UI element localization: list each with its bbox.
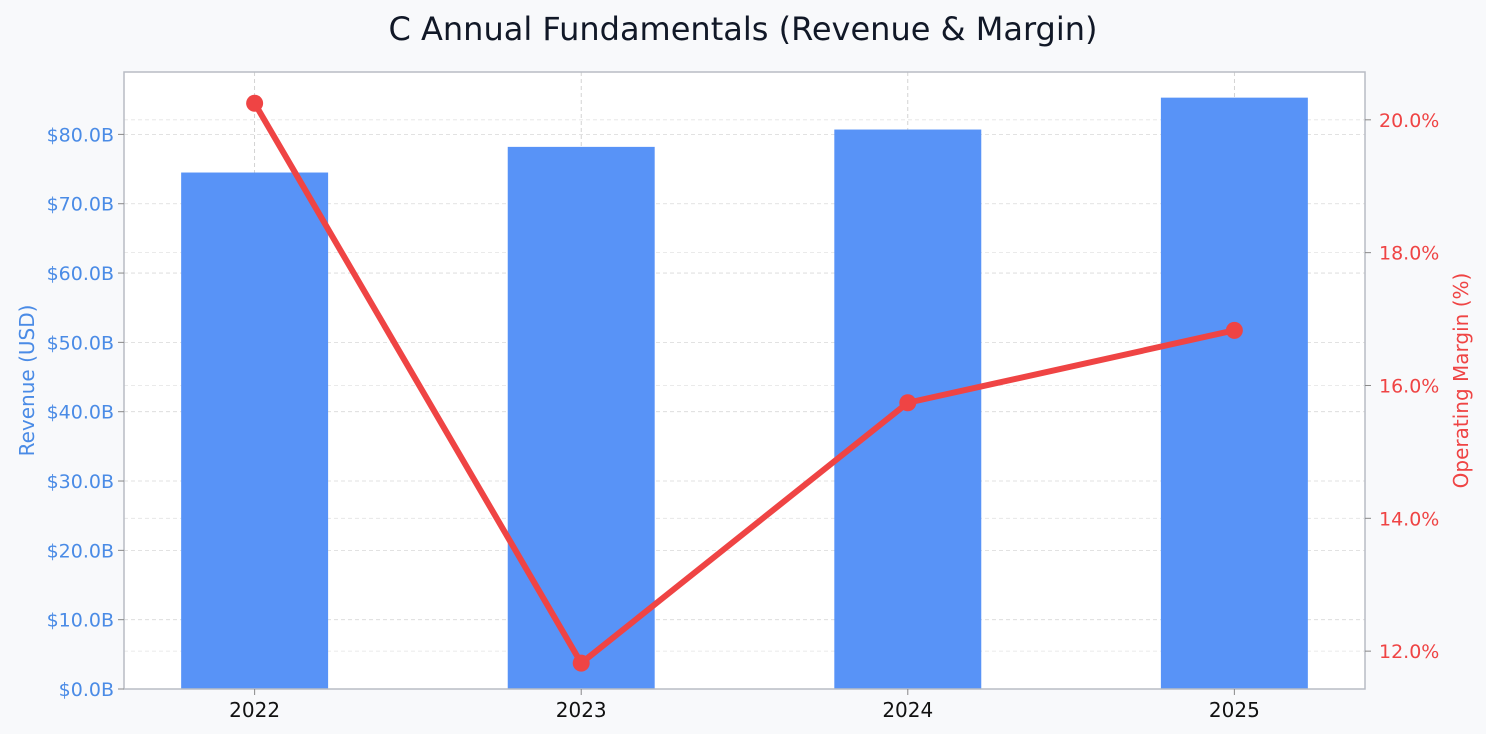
margin-point-2025	[1225, 321, 1243, 339]
left-axis-tick-label: $60.0B	[47, 263, 114, 285]
left-axis-title: Revenue (USD)	[15, 305, 39, 457]
x-axis-tick-label: 2024	[882, 698, 933, 722]
left-axis-tick-label: $0.0B	[59, 679, 114, 701]
margin-line	[251, 100, 1238, 667]
right-axis-tick-label: 18.0%	[1379, 243, 1439, 265]
right-axis-tick-label: 14.0%	[1379, 508, 1439, 530]
plot-area	[124, 72, 1365, 689]
margin-point-2024	[899, 394, 917, 412]
left-axis-tick-label: $30.0B	[47, 471, 114, 493]
revenue-bar-2022	[181, 172, 329, 690]
right-axis-tick-label: 16.0%	[1379, 375, 1439, 397]
revenue-bar-2025	[1160, 97, 1308, 689]
left-axis-tick-label: $10.0B	[47, 610, 114, 632]
right-axis-tick-label: 12.0%	[1379, 641, 1439, 663]
right-axis-tick-label: 20.0%	[1379, 110, 1439, 132]
line-layer	[246, 94, 1243, 672]
axis-layer: $0.0B $10.0B $20.0B $30.0B $40.0B $50.0B $60.0…	[15, 110, 1473, 722]
x-axis-tick-label: 2023	[556, 698, 607, 722]
left-axis-tick-label: $50.0B	[47, 332, 114, 354]
chart-title: C Annual Fundamentals (Revenue & Margin)	[388, 10, 1098, 48]
bar-layer	[181, 97, 1308, 690]
x-axis-tick-label: 2025	[1209, 698, 1260, 722]
plot-border	[123, 71, 1366, 690]
x-axis-tick-label: 2022	[229, 698, 280, 722]
margin-point-2022	[246, 94, 264, 112]
left-axis-tick-label: $40.0B	[47, 402, 114, 424]
left-axis-tick-label: $20.0B	[47, 540, 114, 562]
left-axis-tick-label: $70.0B	[47, 194, 114, 216]
right-axis-title: Operating Margin (%)	[1449, 273, 1473, 489]
revenue-bar-2023	[507, 146, 655, 689]
left-axis-tick-label: $80.0B	[47, 124, 114, 146]
margin-point-2023	[572, 654, 590, 672]
